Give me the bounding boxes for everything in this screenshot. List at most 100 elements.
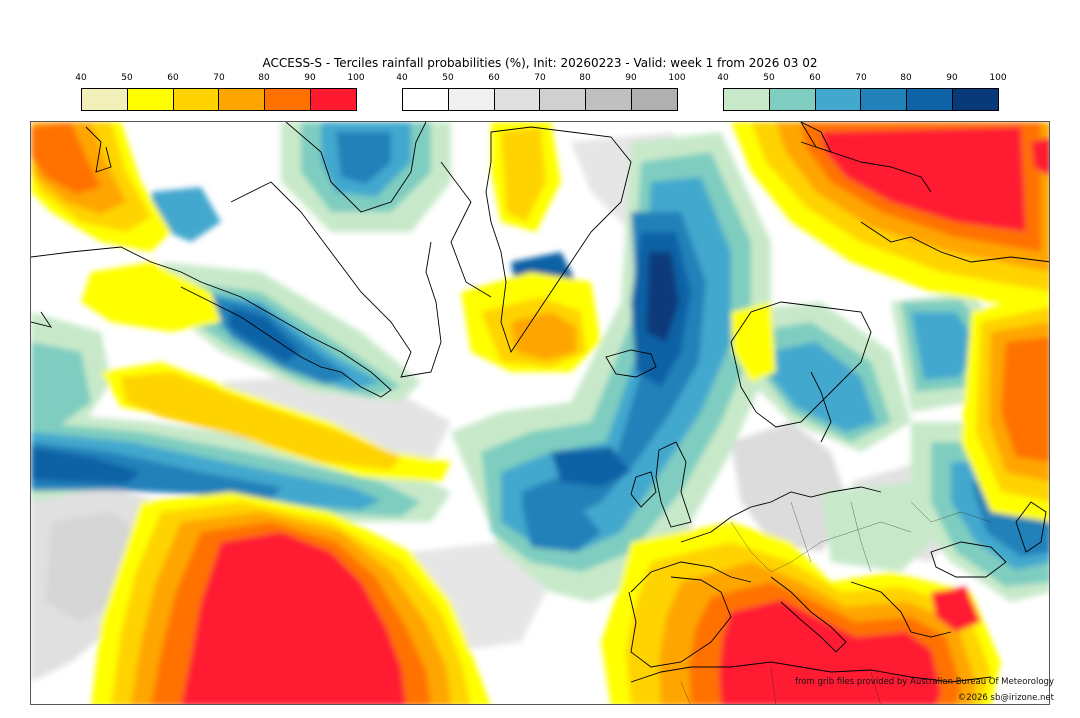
colorbar-swatch (539, 89, 586, 110)
border-line (730, 521, 912, 573)
coastline (31, 246, 392, 398)
colorbar-swatch (631, 89, 677, 110)
colorbar-normal-ticks: 40 50 60 70 80 90 100 (396, 73, 685, 85)
colorbar-above (81, 88, 357, 111)
below-region (551, 447, 631, 487)
coastline (440, 161, 492, 298)
tick-label: 50 (442, 73, 454, 83)
copyright-credit: ©2026 sb@irizone.net (957, 693, 1054, 703)
colorbar-normal (402, 88, 678, 111)
colorbar-swatch (906, 89, 953, 110)
coastline (630, 661, 992, 683)
colorbar-swatch (264, 89, 311, 110)
colorbar-swatch (814, 89, 861, 110)
below-region (31, 342, 91, 432)
coastlines (31, 122, 1049, 683)
colorbar-swatch (126, 89, 173, 110)
above-region (1001, 337, 1049, 462)
coastline (930, 541, 1007, 578)
coastline (485, 126, 632, 354)
colorbar-swatch (218, 89, 265, 110)
colorbar-swatch (952, 89, 998, 110)
colorbar-swatch (585, 89, 632, 110)
border-line (850, 501, 872, 573)
normal-region (731, 422, 851, 552)
colorbar-below-ticks: 40 50 60 70 80 90 100 (717, 73, 1006, 85)
coastline (680, 486, 882, 543)
coastline (860, 221, 1049, 263)
border-line (790, 501, 812, 563)
colorbar-swatch (447, 89, 494, 110)
tick-label: 50 (121, 73, 133, 83)
above-region (719, 600, 941, 704)
colorbar-below (723, 88, 999, 111)
above-region (821, 127, 1026, 232)
tick-label: 100 (989, 73, 1007, 83)
map-title: ACCESS-S - Terciles rainfall probabiliti… (262, 56, 818, 70)
border-line (870, 671, 881, 704)
colorbar-swatch (82, 89, 127, 110)
below-region (336, 132, 391, 184)
tick-label: 60 (488, 73, 500, 83)
tick-label: 80 (900, 73, 912, 83)
colorbar-swatch (860, 89, 907, 110)
below-region (766, 342, 876, 432)
border-line (910, 501, 992, 523)
colorbar-swatch (724, 89, 769, 110)
colorbar-swatch (403, 89, 448, 110)
colorbar-swatch (310, 89, 356, 110)
coastline (285, 122, 427, 213)
tick-label: 60 (167, 73, 179, 83)
coastline (770, 576, 847, 653)
colorbar-swatch (493, 89, 540, 110)
below-region (31, 442, 281, 500)
tick-label: 40 (717, 73, 729, 83)
data-source-credit: from grib files provided by Australian B… (794, 677, 1054, 687)
above-region (81, 262, 221, 332)
colorbar-above-ticks: 40 50 60 70 80 90 100 (75, 73, 364, 85)
tick-label: 80 (579, 73, 591, 83)
above-region (931, 587, 981, 632)
above-region (511, 312, 576, 360)
below-region (31, 447, 141, 484)
coastline (31, 311, 53, 328)
tick-label: 70 (534, 73, 546, 83)
coastline (85, 126, 112, 173)
tick-label: 70 (855, 73, 867, 83)
map-canvas (31, 122, 1049, 704)
tick-label: 70 (213, 73, 225, 83)
coastline (800, 122, 832, 153)
tick-label: 90 (946, 73, 958, 83)
tick-label: 90 (304, 73, 316, 83)
coastline (730, 301, 872, 428)
coastline (230, 181, 442, 378)
tick-label: 40 (396, 73, 408, 83)
above-region (731, 302, 776, 382)
tick-label: 80 (258, 73, 270, 83)
below-region (31, 432, 381, 510)
below-region (521, 497, 601, 552)
coastline (630, 561, 752, 593)
coastline (1015, 501, 1047, 553)
tick-label: 60 (809, 73, 821, 83)
above-region (181, 532, 406, 704)
tick-label: 100 (668, 73, 686, 83)
coastline (655, 441, 692, 528)
above-region (121, 372, 401, 470)
above-region (1031, 137, 1049, 176)
tick-label: 40 (75, 73, 87, 83)
below-region (646, 252, 679, 342)
below-region (911, 312, 981, 380)
above-region (501, 127, 546, 222)
country-borders (680, 501, 992, 704)
probability-map (30, 121, 1050, 705)
tick-label: 100 (347, 73, 365, 83)
border-line (770, 666, 776, 704)
colorbar-swatch (768, 89, 815, 110)
above-region (31, 122, 101, 194)
probability-fields (31, 122, 1049, 704)
colorbar-swatch (172, 89, 219, 110)
tick-label: 50 (763, 73, 775, 83)
tick-label: 90 (625, 73, 637, 83)
coastline (605, 349, 657, 378)
